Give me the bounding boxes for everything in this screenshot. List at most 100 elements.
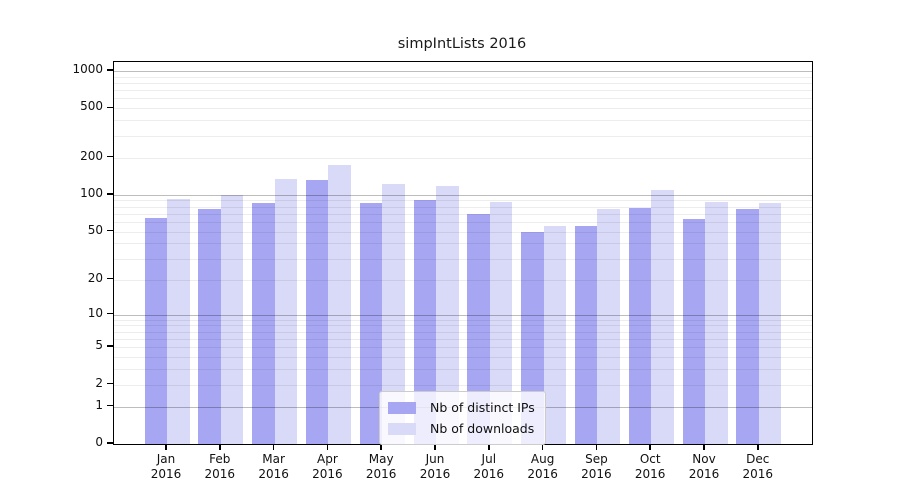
y-tick-mark xyxy=(107,442,113,444)
y-tick-label: 2 xyxy=(95,375,103,390)
bar-downloads-jun xyxy=(436,186,459,444)
chart-title: simpIntLists 2016 xyxy=(397,36,527,52)
gridline-minor xyxy=(114,338,812,340)
x-tick-mark xyxy=(649,444,651,450)
gridline-minor xyxy=(114,135,812,137)
x-tick-mark xyxy=(595,444,598,450)
y-tick-mark xyxy=(107,69,113,71)
legend-item-distinct-ips: Nb of distinct IPs xyxy=(388,397,535,418)
x-tick-label: Mar 2016 xyxy=(258,452,289,481)
gridline-minor xyxy=(114,200,812,202)
legend-label-distinct-ips: Nb of distinct IPs xyxy=(430,400,535,415)
gridline-minor xyxy=(114,76,812,78)
gridline-minor xyxy=(114,369,812,371)
bar-downloads-feb xyxy=(220,195,244,444)
bar-distinct-ips-sep xyxy=(574,225,598,444)
gridline-minor xyxy=(114,231,812,233)
bar-distinct-ips-oct xyxy=(628,208,652,444)
y-tick-mark xyxy=(107,404,113,407)
bar-downloads-apr xyxy=(328,164,351,444)
y-tick-label: 1 xyxy=(95,397,103,412)
y-tick-mark xyxy=(107,193,113,195)
x-tick-label: Apr 2016 xyxy=(312,452,343,481)
gridline-minor xyxy=(114,384,812,386)
gridline-minor xyxy=(114,258,812,260)
legend-swatch-downloads xyxy=(388,422,416,435)
bar-downloads-dec xyxy=(758,203,782,444)
bar-downloads-may xyxy=(382,183,405,444)
x-tick-label: Aug 2016 xyxy=(527,452,558,481)
x-tick-label: Jan 2016 xyxy=(150,452,182,481)
gridline-minor xyxy=(114,108,812,110)
gridline-minor xyxy=(114,120,812,122)
bar-downloads-jul xyxy=(489,202,513,444)
gridline-minor xyxy=(114,319,812,321)
x-tick-mark xyxy=(541,444,544,450)
y-tick-mark xyxy=(107,277,113,280)
bar-distinct-ips-jun xyxy=(413,200,436,444)
x-tick-label: Sep 2016 xyxy=(581,452,612,481)
y-tick-label: 50 xyxy=(87,222,103,237)
y-tick-label: 0 xyxy=(95,435,103,449)
x-tick-mark xyxy=(488,444,490,450)
gridline-major xyxy=(114,194,812,196)
bar-distinct-ips-mar xyxy=(252,203,275,444)
bar-downloads-aug xyxy=(543,225,567,444)
bar-downloads-oct xyxy=(651,189,674,444)
gridline-minor xyxy=(114,357,812,359)
gridline-minor xyxy=(114,90,812,92)
bar-downloads-mar xyxy=(274,178,298,444)
bar-downloads-nov xyxy=(705,201,728,444)
legend-label-downloads: Nb of downloads xyxy=(430,421,535,436)
gridline-minor xyxy=(114,279,812,281)
y-tick-label: 1000 xyxy=(72,61,103,76)
x-tick-mark xyxy=(165,444,167,450)
x-tick-label: Dec 2016 xyxy=(742,452,774,481)
y-tick-mark xyxy=(107,106,113,109)
x-tick-mark xyxy=(326,444,329,450)
y-tick-mark xyxy=(107,155,113,158)
gridline-minor xyxy=(114,213,812,215)
x-tick-label: Nov 2016 xyxy=(688,452,720,481)
x-tick-mark xyxy=(272,444,275,450)
bar-distinct-ips-apr xyxy=(305,179,329,444)
y-tick-label: 20 xyxy=(87,270,103,285)
legend-item-downloads: Nb of downloads xyxy=(388,418,535,439)
gridline-minor xyxy=(114,98,812,100)
gridline-minor xyxy=(114,82,812,84)
plot-area xyxy=(113,61,813,445)
y-tick-mark xyxy=(107,312,113,315)
bar-distinct-ips-jan xyxy=(144,217,167,444)
bar-downloads-jan xyxy=(167,198,190,444)
gridline-minor xyxy=(114,325,812,327)
x-tick-mark xyxy=(219,444,221,450)
legend: Nb of distinct IPs Nb of downloads xyxy=(379,391,546,445)
bar-distinct-ips-jul xyxy=(467,213,490,444)
y-tick-mark xyxy=(107,229,113,232)
x-tick-mark xyxy=(434,444,436,450)
x-tick-mark xyxy=(703,444,705,450)
y-tick-label: 200 xyxy=(80,148,103,163)
x-tick-label: Jul 2016 xyxy=(473,452,505,481)
bar-distinct-ips-feb xyxy=(198,208,221,444)
legend-swatch-distinct-ips xyxy=(388,401,416,414)
x-tick-label: Feb 2016 xyxy=(204,452,236,481)
gridline-major xyxy=(114,314,812,316)
bar-distinct-ips-aug xyxy=(521,231,544,444)
bar-distinct-ips-may xyxy=(359,203,383,444)
x-tick-label: Jun 2016 xyxy=(419,452,451,481)
x-tick-mark xyxy=(757,444,759,450)
x-tick-label: Oct 2016 xyxy=(634,452,666,481)
y-tick-label: 5 xyxy=(95,338,103,353)
gridline-minor xyxy=(114,243,812,245)
y-tick-label: 10 xyxy=(87,305,103,320)
gridline-minor xyxy=(114,347,812,349)
gridline-minor xyxy=(114,222,812,223)
gridline-minor xyxy=(114,331,812,333)
gridline-major xyxy=(114,70,812,72)
y-tick-label: 100 xyxy=(80,185,103,200)
gridline-minor xyxy=(114,206,812,208)
bar-downloads-sep xyxy=(597,208,620,444)
x-tick-mark xyxy=(380,444,382,450)
